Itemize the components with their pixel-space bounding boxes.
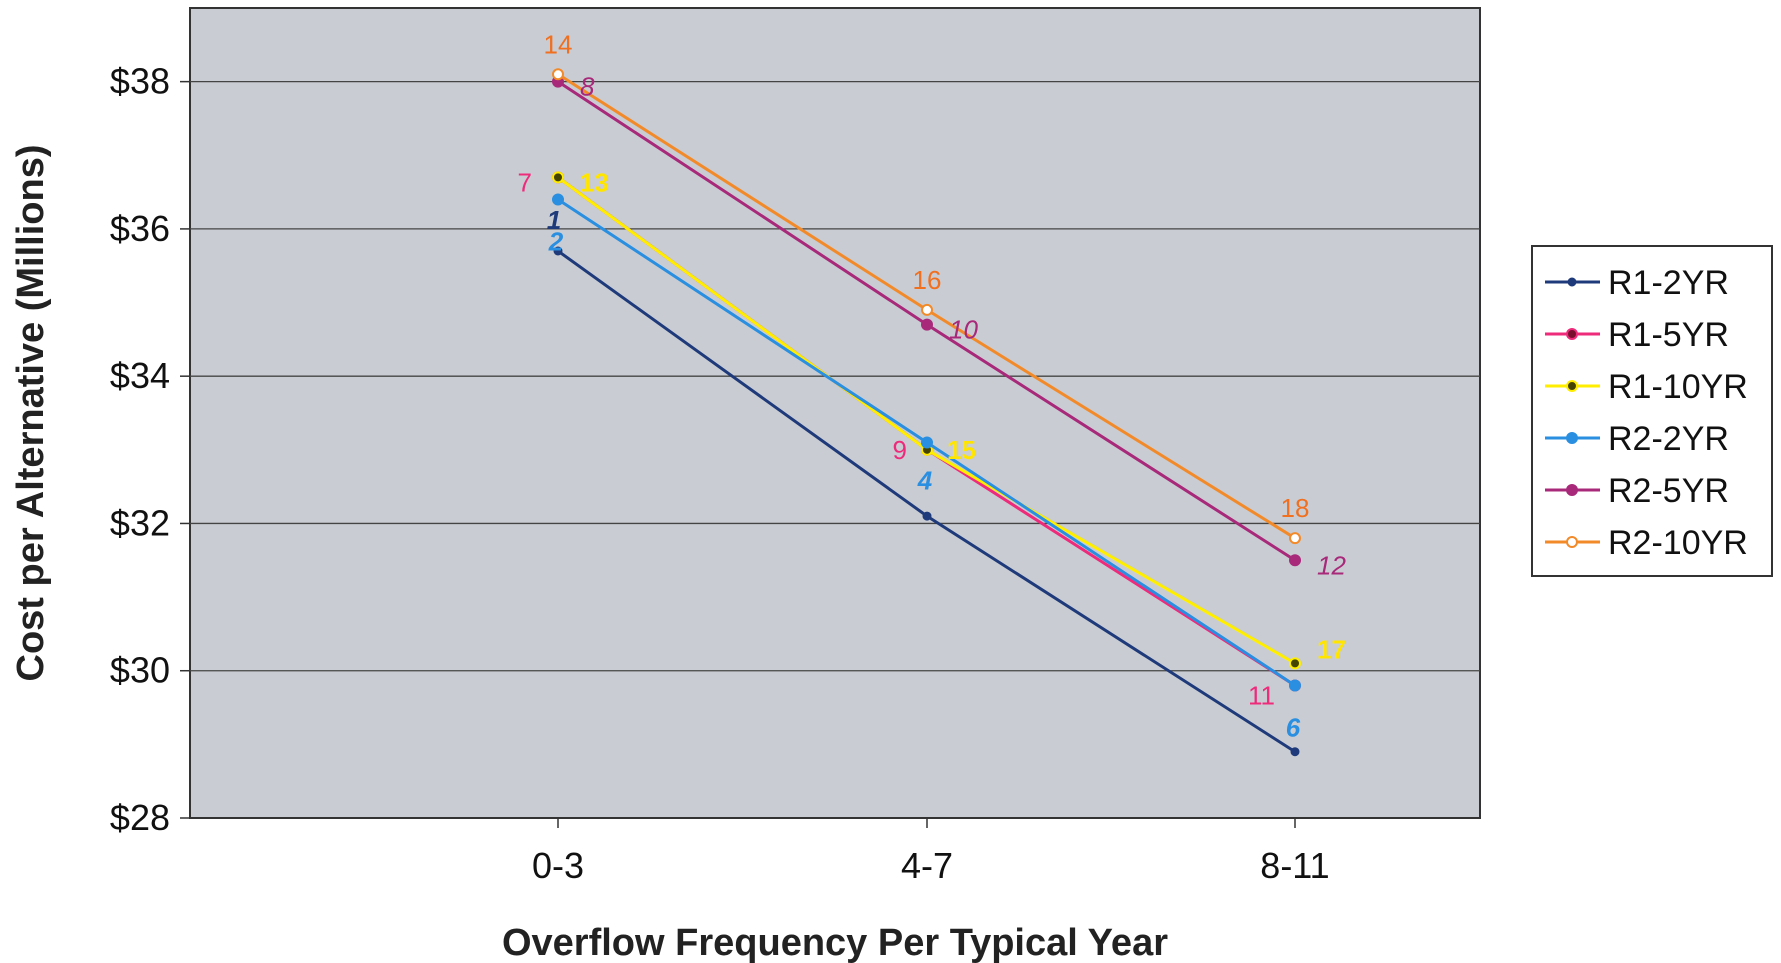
data-label: 10 <box>949 315 978 345</box>
data-label: 6 <box>1286 712 1301 742</box>
legend-marker <box>1566 432 1578 444</box>
x-axis-title: Overflow Frequency Per Typical Year <box>502 922 1168 963</box>
y-axis-title: Cost per Alternative (Millions) <box>10 145 52 682</box>
series-point <box>1289 679 1301 692</box>
data-label: 11 <box>1248 680 1275 710</box>
series-point <box>1290 747 1300 757</box>
legend-marker <box>1566 380 1578 392</box>
series-point <box>553 246 563 256</box>
series-point <box>921 303 933 316</box>
legend-marker <box>1566 536 1578 548</box>
data-label: 13 <box>580 167 609 197</box>
series-point <box>552 171 564 184</box>
series-lines <box>552 68 1301 757</box>
series-point <box>1289 532 1301 545</box>
y-tick-label: $28 <box>110 797 170 838</box>
legend-label: R1-5YR <box>1608 316 1729 354</box>
legend: R1-2YR R1-5YR R1-10YR R2-2YR R2-5YR R2-10YR <box>1531 245 1773 577</box>
annotation-label: 1 <box>547 205 561 235</box>
data-label: 18 <box>1281 493 1310 523</box>
gridlines <box>180 80 1480 819</box>
x-tick-label: 8-11 <box>1260 845 1329 886</box>
legend-label: R2-2YR <box>1608 420 1729 458</box>
data-label: 12 <box>1317 550 1346 580</box>
data-label: 8 <box>580 72 595 102</box>
legend-marker <box>1566 328 1578 340</box>
data-label: 7 <box>518 167 532 197</box>
data-label: 2 <box>548 226 564 256</box>
series-point <box>1289 657 1301 670</box>
data-label: 9 <box>893 435 907 465</box>
y-tick-label: $36 <box>110 208 170 249</box>
data-label: 14 <box>544 29 573 59</box>
point-labels: 7 9 11 13 15 17 2 4 6 8 10 12 14 16 18 1 <box>518 29 1347 742</box>
x-axis-ticks: 0-3 4-7 8-11 <box>190 817 1480 886</box>
y-tick-label: $34 <box>110 355 170 396</box>
legend-label: R2-10YR <box>1608 524 1748 562</box>
legend-box <box>1531 245 1773 577</box>
series-point <box>552 193 564 206</box>
x-tick-label: 4-7 <box>901 845 953 886</box>
legend-label: R2-5YR <box>1608 472 1729 510</box>
x-tick-label: 0-3 <box>532 845 584 886</box>
legend-label: R1-2YR <box>1608 264 1729 302</box>
series-point <box>1289 554 1301 567</box>
legend-marker <box>1566 484 1578 496</box>
y-axis-ticks: $28 $30 $32 $34 $36 $38 <box>110 61 170 838</box>
data-label: 17 <box>1317 634 1346 664</box>
series-point <box>921 318 933 331</box>
series-point <box>552 68 564 81</box>
plot-area <box>189 7 1481 819</box>
data-label: 4 <box>917 465 933 495</box>
legend-marker <box>1567 277 1577 287</box>
y-tick-label: $30 <box>110 650 170 691</box>
series-point <box>921 436 933 449</box>
y-tick-label: $38 <box>110 61 170 102</box>
legend-label: R1-10YR <box>1608 368 1748 406</box>
data-label: 16 <box>913 265 942 295</box>
y-tick-label: $32 <box>110 502 170 543</box>
series-point <box>922 511 932 521</box>
data-label: 15 <box>947 435 976 465</box>
